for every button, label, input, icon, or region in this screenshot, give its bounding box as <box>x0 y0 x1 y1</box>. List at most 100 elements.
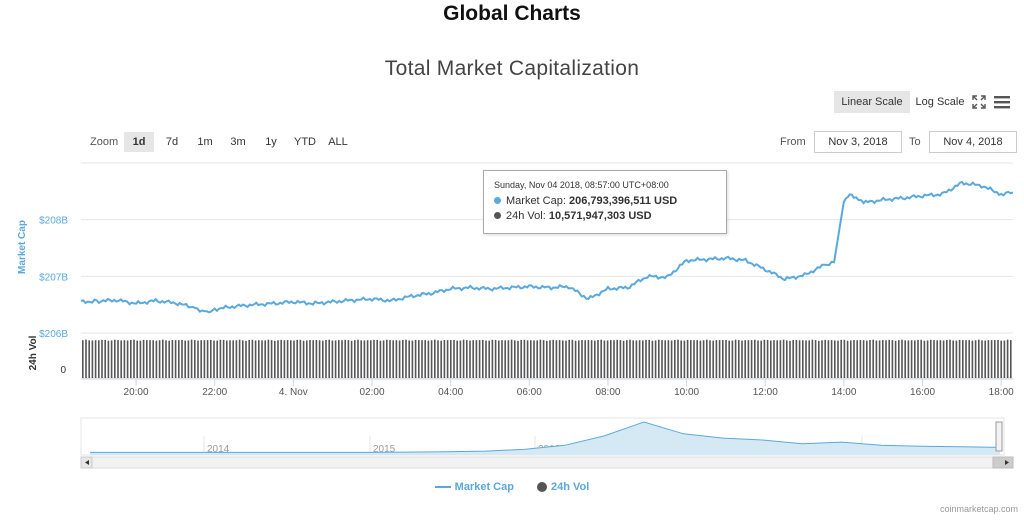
volume-bar <box>856 340 858 378</box>
volume-bar <box>859 340 862 378</box>
zoom-button-7d[interactable]: 7d <box>165 136 179 148</box>
volume-bar <box>376 339 378 378</box>
volume-bar <box>373 339 375 378</box>
zoom-button-3m[interactable]: 3m <box>230 136 246 148</box>
volume-bar <box>242 340 244 378</box>
volume-bar <box>894 340 897 378</box>
volume-bar <box>597 340 599 378</box>
volume-bar <box>443 340 446 378</box>
volume-bar <box>853 340 855 378</box>
volume-bar <box>699 340 702 378</box>
volume-axis-title: 24h Vol <box>28 335 39 370</box>
volume-bar <box>469 340 471 378</box>
volume-bar <box>258 340 260 378</box>
volume-bar <box>539 339 542 378</box>
volume-tick-label: 0 <box>60 365 66 376</box>
linear-scale-button[interactable]: Linear Scale <box>834 91 910 113</box>
volume-bar <box>494 339 497 378</box>
legend-item-market-cap[interactable]: Market Cap <box>434 481 514 493</box>
volume-bar <box>315 340 318 378</box>
volume-bar <box>389 340 391 378</box>
volume-bar <box>837 340 839 378</box>
volume-bar <box>523 339 526 378</box>
volume-bar <box>779 340 782 378</box>
x-tick-label: 20:00 <box>124 387 149 398</box>
volume-bar <box>734 339 737 378</box>
volume-bar <box>766 339 769 378</box>
volume-bar <box>478 340 481 378</box>
volume-bar <box>280 339 282 378</box>
legend-item-volume[interactable]: 24h Vol <box>537 481 589 493</box>
legend-line-icon <box>434 486 451 489</box>
volume-bar <box>898 340 900 378</box>
volume-bar <box>155 340 158 378</box>
volume-bar <box>395 340 398 378</box>
zoom-button-1d[interactable]: 1d <box>124 132 154 152</box>
volume-bar <box>414 339 417 378</box>
market-cap-chart[interactable]: $206B $207B $208B Market Cap 24h Vol 0 20:00 2… <box>0 0 1024 480</box>
volume-bar <box>552 339 554 378</box>
x-tick-label: 4. Nov <box>279 387 308 398</box>
volume-bar <box>808 340 810 378</box>
volume-bar <box>747 340 750 378</box>
volume-bar <box>680 340 682 378</box>
volume-bar <box>238 339 241 378</box>
volume-bar <box>530 340 532 378</box>
volume-bar <box>965 340 967 378</box>
zoom-button-ytd[interactable]: YTD <box>294 136 316 148</box>
volume-bar <box>715 340 718 378</box>
volume-bar <box>446 340 449 378</box>
volume-bar <box>850 340 852 378</box>
to-date-input[interactable]: Nov 4, 2018 <box>929 131 1017 153</box>
volume-bar <box>1006 339 1009 378</box>
volume-bar <box>642 340 644 378</box>
volume-bar <box>251 339 254 378</box>
volume-bar <box>184 340 186 378</box>
navigator-area <box>90 422 1000 455</box>
navigator-handle[interactable] <box>995 421 1003 452</box>
chart-legend: Market Cap 24h Vol <box>0 481 1024 493</box>
volume-bar <box>267 339 270 378</box>
volume-bar <box>738 340 740 378</box>
zoom-button-1m[interactable]: 1m <box>197 136 213 148</box>
volume-bar <box>648 339 650 378</box>
volume-bar <box>290 340 292 378</box>
volume-bar <box>677 339 679 378</box>
volume-bar <box>350 340 353 378</box>
zoom-button-1y[interactable]: 1y <box>265 136 277 148</box>
volume-bar <box>555 340 558 378</box>
volume-bar <box>181 340 183 378</box>
volume-bar <box>104 339 106 378</box>
volume-bar <box>584 340 586 378</box>
fullscreen-icon[interactable] <box>972 95 986 109</box>
volume-bar <box>872 339 874 378</box>
from-date-input[interactable]: Nov 3, 2018 <box>814 131 902 153</box>
volume-bar <box>590 340 593 378</box>
credits-link[interactable]: coinmarketcap.com <box>939 504 1018 514</box>
volume-bar <box>338 340 340 378</box>
volume-bar <box>664 340 666 378</box>
volume-bar <box>504 340 506 378</box>
scrollbar-thumb[interactable] <box>992 456 1014 469</box>
volume-bar <box>88 340 90 378</box>
volume-bar <box>120 340 122 378</box>
volume-bar <box>645 339 647 378</box>
volume-bar <box>408 340 410 378</box>
volume-bar <box>811 339 814 378</box>
volume-bar <box>344 339 346 378</box>
volume-bar <box>750 340 753 378</box>
hamburger-menu-icon[interactable] <box>994 95 1010 109</box>
volume-bar <box>731 340 734 378</box>
volume-bar <box>82 340 84 378</box>
volume-bar <box>472 340 474 378</box>
log-scale-button[interactable]: Log Scale <box>915 96 965 108</box>
volume-bar <box>152 340 154 378</box>
navigator-scrollbar[interactable] <box>80 456 1014 469</box>
volume-bar <box>558 340 561 378</box>
volume-bar <box>571 339 574 378</box>
volume-bar <box>334 340 337 378</box>
zoom-button-all[interactable]: ALL <box>328 136 348 148</box>
volume-bar <box>542 340 545 378</box>
volume-bar <box>136 340 138 378</box>
volume-bar <box>168 340 170 378</box>
